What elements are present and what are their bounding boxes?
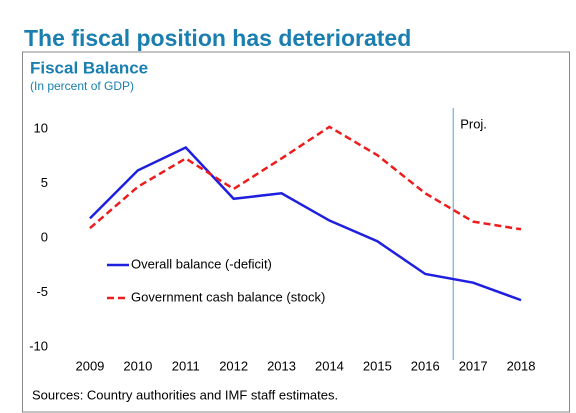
frame <box>22 51 570 413</box>
x-tick-label: 2015 <box>363 358 392 373</box>
series-line <box>89 125 522 231</box>
x-tick-label: 2018 <box>507 358 536 373</box>
y-tick-label: -5 <box>36 284 48 299</box>
x-tick-label: 2009 <box>75 358 104 373</box>
x-tick-label: 2012 <box>219 358 248 373</box>
x-tick-label: 2016 <box>411 358 440 373</box>
y-tick-label: -10 <box>29 338 48 353</box>
chart-subtitle: Fiscal Balance <box>30 58 148 77</box>
y-tick-label: 10 <box>34 120 48 135</box>
x-tick-label: 2013 <box>267 358 296 373</box>
series-line <box>89 146 522 302</box>
x-tick-label: 2014 <box>315 358 344 373</box>
y-tick-label: 0 <box>41 229 48 244</box>
unit-note: (In percent of GDP) <box>30 79 134 93</box>
projection-label: Proj. <box>460 116 487 131</box>
legend-label: Government cash balance (stock) <box>131 289 325 304</box>
x-tick-label: 2011 <box>172 358 200 373</box>
y-tick-label: 5 <box>41 175 48 190</box>
x-tick-label: 2017 <box>459 358 488 373</box>
source: Sources: Country authorities and IMF sta… <box>32 387 338 402</box>
chart-title: The fiscal position has deteriorated <box>24 25 411 51</box>
legend-label: Overall balance (-deficit) <box>131 256 272 271</box>
x-tick-label: 2010 <box>123 358 152 373</box>
